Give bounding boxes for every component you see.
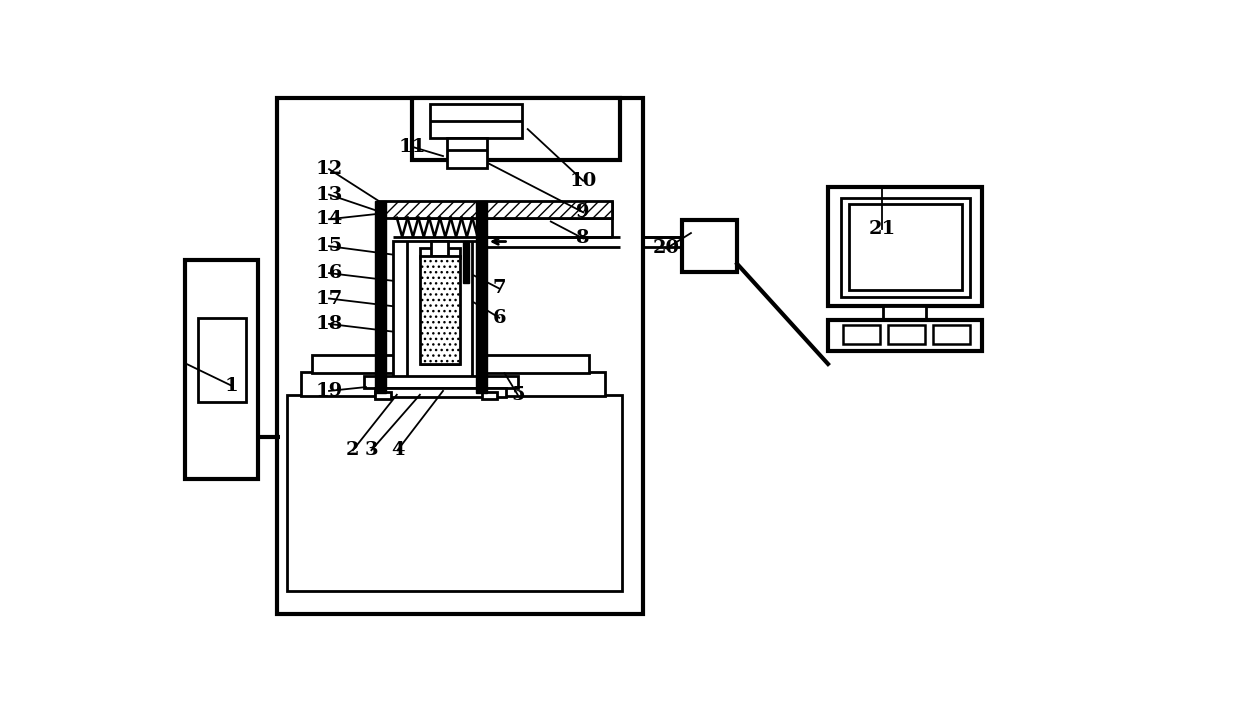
- Bar: [828, 187, 982, 307]
- Bar: [932, 325, 970, 344]
- Text: 15: 15: [315, 237, 342, 255]
- Bar: [376, 201, 386, 393]
- Text: 5: 5: [511, 386, 525, 403]
- Text: 18: 18: [315, 315, 342, 333]
- Bar: [432, 241, 449, 256]
- Text: 3: 3: [365, 441, 378, 459]
- Bar: [278, 98, 644, 615]
- Text: 2: 2: [346, 441, 360, 459]
- Bar: [377, 201, 613, 218]
- Bar: [376, 388, 506, 397]
- Text: 17: 17: [315, 289, 342, 307]
- Bar: [300, 372, 605, 396]
- Text: 20: 20: [652, 239, 680, 257]
- Text: 19: 19: [315, 382, 342, 400]
- Text: 11: 11: [398, 138, 427, 156]
- Text: 16: 16: [315, 264, 342, 282]
- Bar: [682, 220, 737, 273]
- Bar: [828, 320, 982, 351]
- Text: 14: 14: [315, 210, 342, 228]
- Text: 13: 13: [315, 186, 342, 204]
- Bar: [393, 241, 485, 395]
- Bar: [843, 325, 880, 344]
- Bar: [198, 318, 246, 403]
- Text: 9: 9: [577, 203, 590, 221]
- Bar: [376, 392, 391, 399]
- Bar: [185, 260, 258, 479]
- Bar: [412, 98, 620, 160]
- Text: 6: 6: [492, 309, 506, 327]
- Bar: [481, 392, 497, 399]
- Bar: [446, 138, 487, 168]
- Text: 12: 12: [315, 161, 342, 178]
- Bar: [849, 204, 962, 290]
- Bar: [430, 103, 522, 138]
- Bar: [288, 395, 622, 591]
- Text: 8: 8: [577, 229, 590, 247]
- Bar: [365, 375, 518, 388]
- Text: 21: 21: [868, 221, 895, 238]
- Text: 10: 10: [569, 171, 596, 189]
- Text: 1: 1: [224, 377, 238, 395]
- Text: 4: 4: [391, 441, 404, 459]
- Bar: [883, 307, 926, 320]
- Bar: [841, 198, 970, 297]
- Bar: [420, 256, 460, 364]
- Bar: [888, 325, 925, 344]
- Text: 7: 7: [492, 280, 506, 297]
- Bar: [420, 249, 460, 257]
- Bar: [476, 201, 487, 393]
- Bar: [312, 355, 589, 373]
- Bar: [463, 241, 469, 283]
